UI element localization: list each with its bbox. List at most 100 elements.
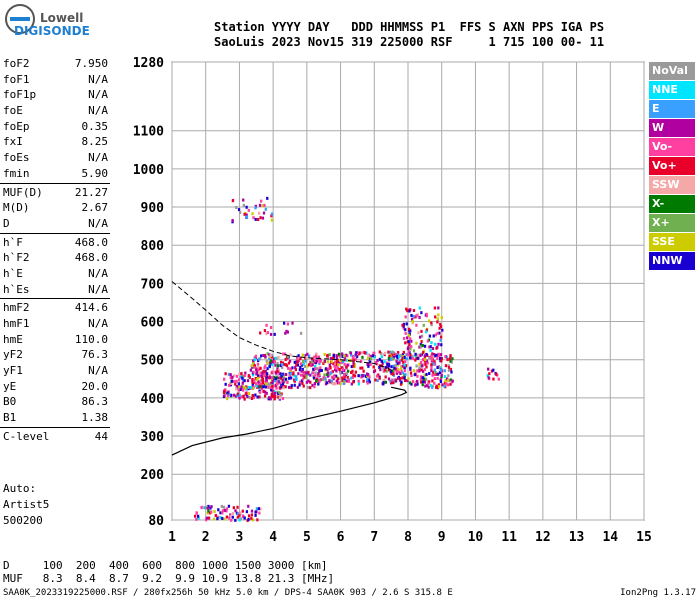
echo-point [438,385,441,389]
echo-point [229,514,232,518]
echo-point [409,347,412,351]
echo-point [281,366,284,370]
echo-point [425,353,428,357]
param-row: fmin 5.90 [0,166,110,182]
echo-point [440,359,443,363]
echo-point [337,381,341,385]
param-row: foF1 N/A [0,72,110,88]
echo-point [431,385,434,389]
echo-point [414,354,417,358]
echo-point [437,313,440,317]
echo-point [405,357,408,361]
echo-point [238,396,241,400]
echo-point [410,317,414,321]
echo-point [271,376,274,380]
echo-point [245,510,249,514]
echo-point [236,515,240,519]
echo-point [263,394,267,398]
echo-point [418,366,421,370]
echo-point [285,329,288,333]
echo-point [292,372,295,376]
echo-point [331,356,335,360]
echo-point [251,364,254,368]
echo-point [450,370,453,374]
echo-point [438,371,442,375]
echo-point [366,378,369,382]
echo-point [256,362,260,366]
echo-point [205,516,209,520]
echo-point [434,370,437,374]
echo-point [414,383,417,387]
legend-item-sse: SSE [649,233,695,251]
echo-point [269,361,272,365]
echo-point [443,381,447,385]
echo-point [281,397,285,401]
echo-point [406,347,410,351]
echo-point [235,205,238,209]
echo-point [290,386,293,390]
echo-point [439,353,443,357]
echo-point [242,198,245,202]
echo-point [317,357,321,361]
echo-point [380,355,383,359]
echo-point [257,357,260,361]
echo-point [299,373,303,377]
echo-point [426,383,429,387]
digisonde-logo-icon [5,4,35,34]
echo-point [274,371,278,375]
echo-point [433,306,437,310]
echo-point [221,509,225,513]
echo-point [368,357,371,361]
echo-point [356,351,359,355]
echo-point [420,329,423,333]
echo-point [289,368,292,372]
auto-artist: Artist5 [3,498,50,511]
echo-point [197,516,200,520]
echo-point [333,375,336,379]
scaled-parameters-panel: foF2 7.950 foF1 N/A foF1p N/A foE N/A foEp 0.35 fx… [0,56,110,445]
echo-point [407,340,410,344]
echo-point [289,376,293,380]
echo-point [262,211,266,215]
echo-point [259,379,263,383]
echo-point [210,510,213,514]
echo-point [299,380,302,384]
param-row: D N/A [0,216,110,232]
echo-point [357,374,360,378]
echo-point [276,382,279,386]
echo-point [363,374,366,378]
echo-point [271,379,274,383]
echo-point [445,382,448,386]
echo-point [267,383,271,387]
echo-point [234,382,237,386]
echo-point [403,376,406,380]
echo-point [352,380,355,384]
echo-point [434,353,438,357]
param-value: 468.0 [74,251,108,265]
echo-point [411,356,414,360]
echo-point [438,365,441,369]
echo-point [336,379,339,383]
echo-point [347,379,351,383]
echo-point [259,331,262,335]
echo-point [329,366,332,370]
echo-point [277,395,280,399]
echo-point [390,365,393,369]
echo-point [301,353,304,357]
echo-point [303,375,306,379]
echo-point [439,335,443,339]
echo-point [395,371,399,375]
echo-point [219,516,222,520]
param-name: foE [3,104,23,118]
echo-point [196,514,200,518]
echo-point [213,510,216,514]
profile-curves [171,281,408,456]
echo-point [250,509,254,513]
echo-point [307,370,310,374]
echo-point [417,331,420,335]
echo-point [415,323,418,327]
echo-point [416,356,420,360]
echo-point [265,359,268,363]
echo-point [297,372,300,376]
echo-point [423,380,427,384]
